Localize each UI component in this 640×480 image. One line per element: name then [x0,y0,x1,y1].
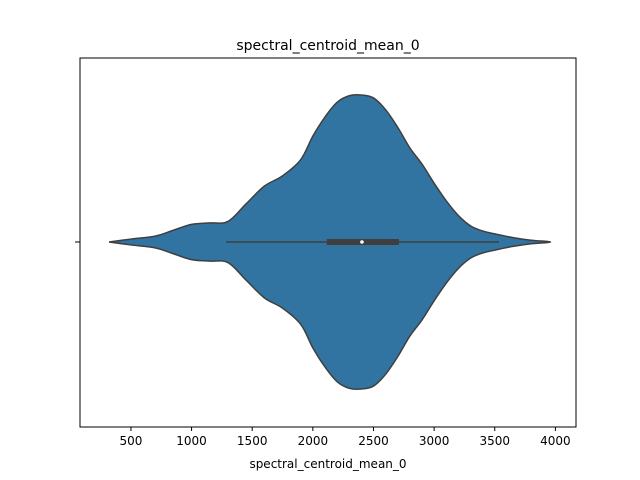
x-axis-label: spectral_centroid_mean_0 [249,457,406,471]
x-tick-label: 4000 [540,434,571,448]
x-tick-label: 3000 [419,434,450,448]
x-axis: 500 1000 1500 2000 2500 3000 3500 4000 [119,427,571,448]
x-tick-label: 1000 [176,434,207,448]
x-tick-label: 2000 [298,434,329,448]
x-tick-label: 500 [119,434,142,448]
x-tick-label: 1500 [237,434,268,448]
chart-title: spectral_centroid_mean_0 [236,38,419,54]
plot-area [109,93,552,391]
x-tick-label: 2500 [358,434,389,448]
median-point [360,240,364,244]
x-tick-label: 3500 [479,434,510,448]
